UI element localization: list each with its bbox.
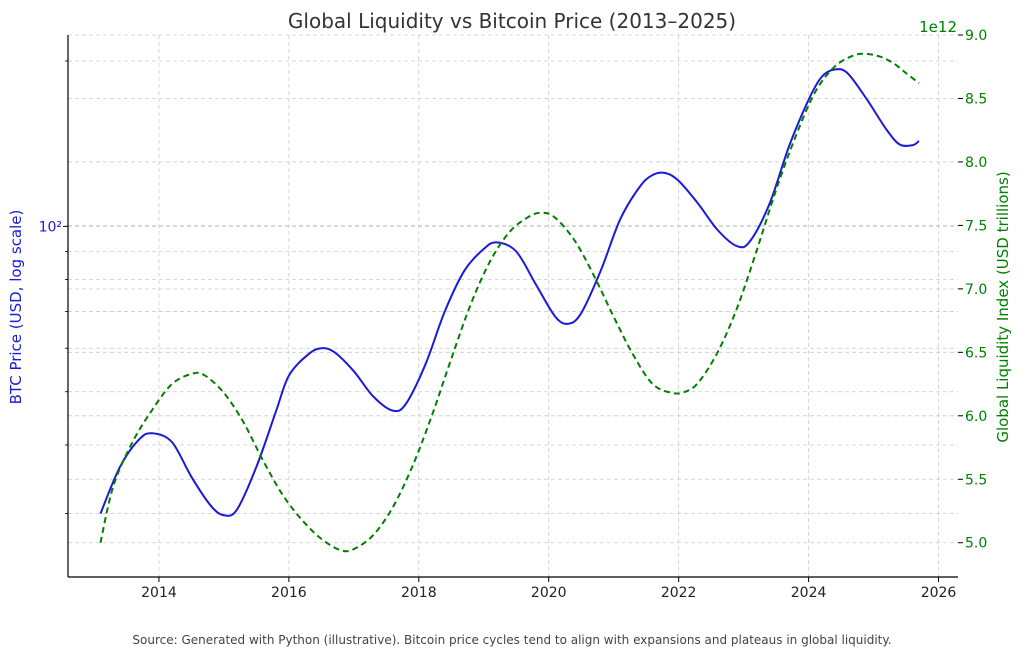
right-tick-label: 5.5 [965,472,987,488]
x-tick-label: 2020 [531,585,567,601]
right-tick-label: 6.0 [965,409,987,425]
right-tick-label: 7.0 [965,282,987,298]
right-tick-label: 8.5 [965,91,987,107]
right-tick-label: 6.5 [965,345,987,361]
series-lines [99,52,920,553]
right-axis-offset-text: 1e12 [919,18,957,36]
right-tick-label: 7.5 [965,218,987,234]
x-tick-label: 2026 [921,585,957,601]
axes: 2014 2016 2018 2020 2022 2024 2026 10² 5.0 5.5 6.0… [39,28,988,601]
x-tick-label: 2022 [661,585,697,601]
left-tick-label: 10² [39,219,62,235]
source-caption: Source: Generated with Python (illustrat… [132,633,892,647]
x-tick-label: 2016 [271,585,307,601]
x-tick-label: 2014 [141,585,177,601]
right-tick-label: 9.0 [965,28,987,44]
btc-price-line [99,68,920,517]
chart-title: Global Liquidity vs Bitcoin Price (2013–… [288,9,736,33]
global-liquidity-line [99,52,920,553]
right-axis-label: Global Liquidity Index (USD trillions) [994,171,1012,442]
x-tick-label: 2018 [401,585,437,601]
left-axis-label: BTC Price (USD, log scale) [7,210,25,405]
right-tick-label: 8.0 [965,155,987,171]
x-tick-label: 2024 [791,585,827,601]
grid-lines [68,34,958,577]
right-tick-label: 5.0 [965,536,987,552]
